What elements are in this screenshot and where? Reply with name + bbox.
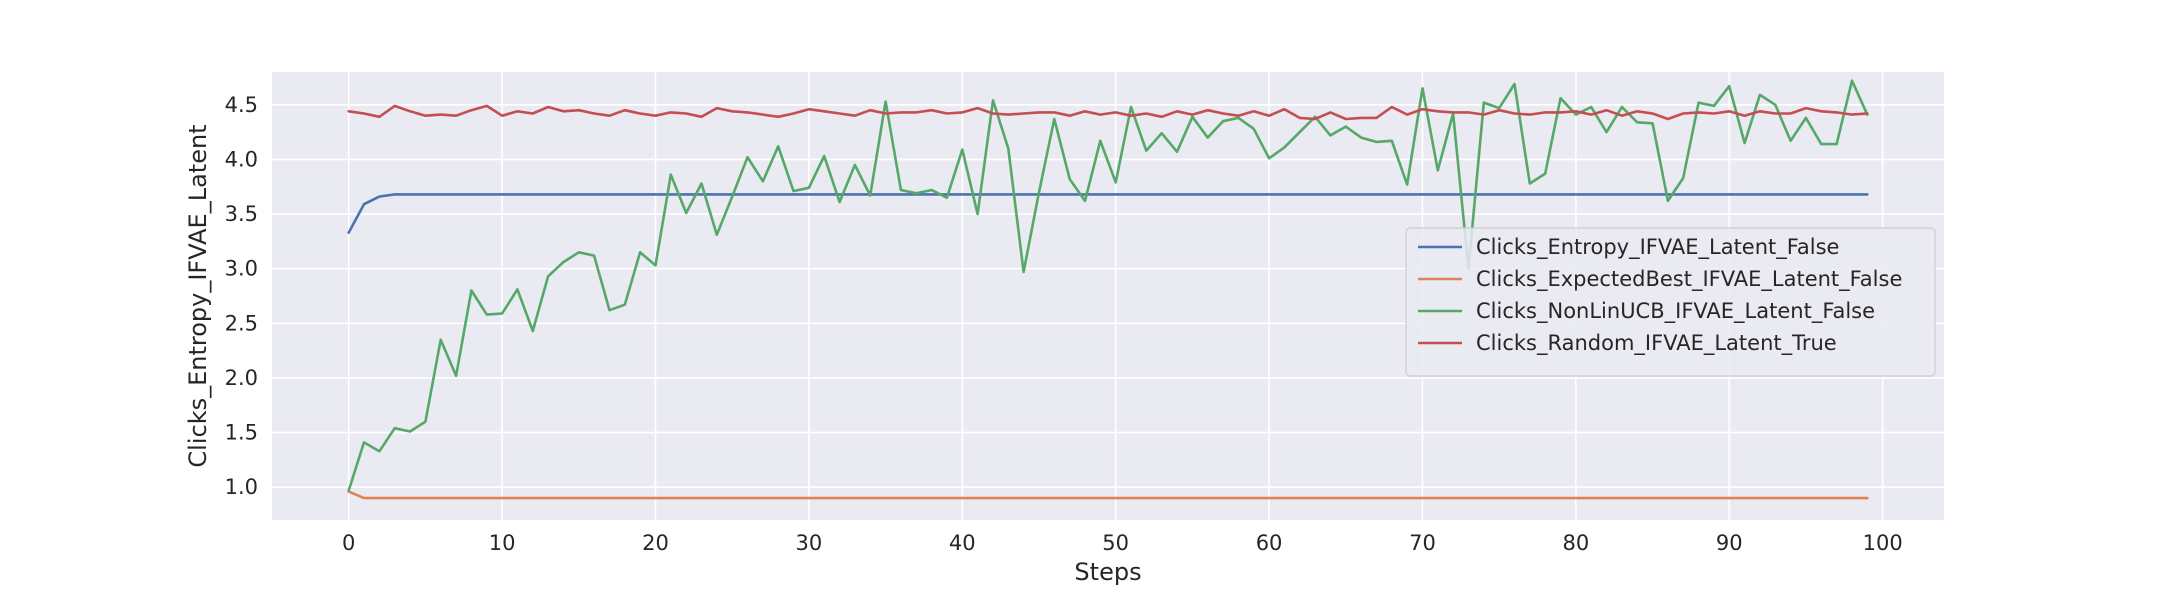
y-tick-label: 4.0: [225, 147, 258, 171]
series-line-clicks-random-ifvae-latent-true: [347, 104, 1869, 121]
x-tick-label: 90: [1716, 531, 1743, 555]
x-axis-label: Steps: [1074, 558, 1141, 586]
series-line-clicks-nonlinucb-ifvae-latent-false: [347, 79, 1869, 492]
x-tick-label: 10: [489, 531, 516, 555]
x-tick-label: 0: [342, 531, 355, 555]
y-tick-label: 3.0: [225, 257, 258, 281]
y-tick-label: 1.5: [225, 421, 258, 445]
x-tick-label: 40: [949, 531, 976, 555]
x-tick-label: 50: [1102, 531, 1129, 555]
y-axis-label: Clicks_Entropy_IFVAE_Latent: [184, 124, 212, 467]
legend-entries: Clicks_Entropy_IFVAE_Latent_False Clicks_…: [1418, 235, 1902, 356]
y-tick-label: 4.5: [225, 93, 258, 117]
legend-label-clicks-entropy-ifvae-latent-false: Clicks_Entropy_IFVAE_Latent_False: [1476, 235, 1839, 260]
legend-label-clicks-nonlinucb-ifvae-latent-false: Clicks_NonLinUCB_IFVAE_Latent_False: [1476, 299, 1875, 324]
x-tick-label: 100: [1863, 531, 1903, 555]
x-tick-label: 20: [642, 531, 669, 555]
legend-label-clicks-expectedbest-ifvae-latent-false: Clicks_ExpectedBest_IFVAE_Latent_False: [1476, 267, 1902, 292]
legend: Clicks_Entropy_IFVAE_Latent_False Clicks_…: [1405, 227, 1936, 377]
series-line-clicks-expectedbest-ifvae-latent-false: [347, 490, 1869, 500]
x-tick-label: 60: [1256, 531, 1283, 555]
y-tick-label: 2.0: [225, 366, 258, 390]
x-tick-label: 70: [1409, 531, 1436, 555]
series-line-clicks-entropy-ifvae-latent-false: [347, 193, 1869, 234]
tick-labels: 0 10 20 30 40 50 60 70 80 90 100 1.0 1.5 2.0 2.5 3.0 3.5…: [225, 93, 1903, 555]
x-tick-label: 30: [796, 531, 823, 555]
y-tick-label: 2.5: [225, 311, 258, 335]
series-lines: [347, 79, 1869, 500]
legend-label-clicks-random-ifvae-latent-true: Clicks_Random_IFVAE_Latent_True: [1476, 331, 1837, 356]
legend-box: [1405, 227, 1936, 377]
x-tick-label: 80: [1562, 531, 1589, 555]
y-tick-label: 3.5: [225, 202, 258, 226]
y-tick-label: 1.0: [225, 475, 258, 499]
